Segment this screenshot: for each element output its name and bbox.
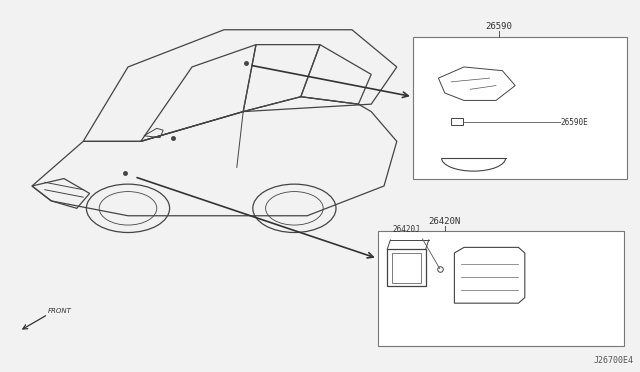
Text: 26590: 26590 [486,22,513,31]
Text: FRONT: FRONT [48,308,72,314]
Text: 26420J: 26420J [392,225,420,234]
Text: 26590E: 26590E [560,118,588,126]
Text: 26420N: 26420N [429,217,461,226]
Text: J26700E4: J26700E4 [594,356,634,365]
FancyBboxPatch shape [413,37,627,179]
FancyBboxPatch shape [378,231,624,346]
